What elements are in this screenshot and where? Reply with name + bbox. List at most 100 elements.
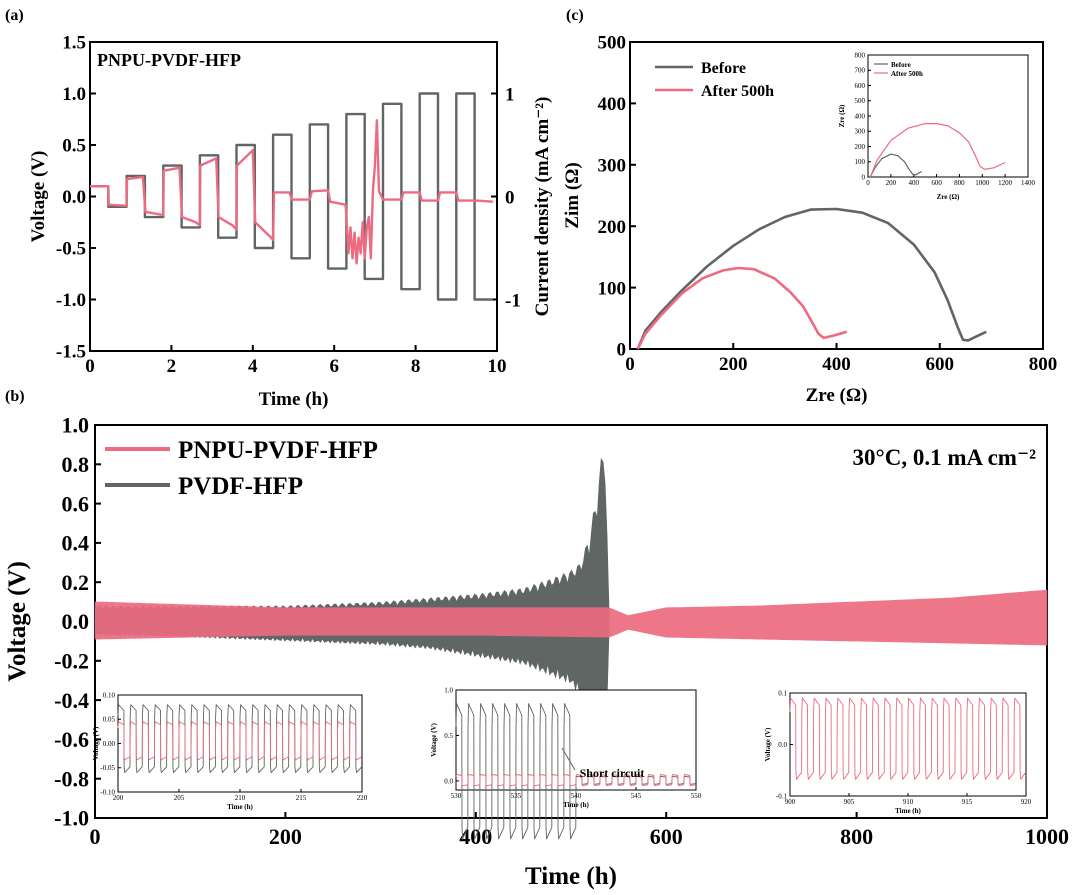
panel-b-xtick-label: 1000 <box>1025 824 1069 849</box>
panel-b-inset-0-ytick-label: 0.10 <box>103 691 116 699</box>
panel-a-title: PNPU-PVDF-HFP <box>97 50 241 70</box>
panel-b-inset-2-ytick-label: 0.0 <box>778 741 787 749</box>
panel-b-inset-1-xtick-label: 550 <box>691 792 702 800</box>
panel-b-inset-0-xtick-label: 215 <box>296 794 307 802</box>
panel-a-ytick-label: -1.0 <box>56 290 86 311</box>
panel-c-inset-series-pink <box>869 122 1006 178</box>
panel-b-inset-xlabel: Time (h) <box>895 807 921 815</box>
panel-a-xtick-label: 4 <box>248 356 258 377</box>
panel-b-inset-0-ytick-label: 0.00 <box>103 740 116 748</box>
panel-c-inset-legend-label: Before <box>891 61 911 69</box>
panel-b-ytick-label: 1.0 <box>62 413 90 438</box>
panel-c-inset-ytick-label: 200 <box>855 143 866 151</box>
panel-b-inset-0-xtick-label: 200 <box>113 794 124 802</box>
panel-a-y2label: Current density (mA cm⁻²) <box>532 97 553 317</box>
panel-b-inset-ylabel: Voltage (V) <box>764 727 772 761</box>
panel-b-inset-0-ytick-label: -0.10 <box>100 788 115 796</box>
panel-b-inset-arrow <box>561 747 576 771</box>
panel-c-inset-series-gray <box>869 153 922 178</box>
panel-b-inset-1-xtick-label: 530 <box>451 792 462 800</box>
panel-b-inset-annotation: Short circuit <box>580 766 645 780</box>
panel-c-inset-xtick-label: 200 <box>886 179 897 187</box>
panel-a-xtick-label: 2 <box>167 356 177 377</box>
panel-b-inset-1-ytick-label: 0.0 <box>444 777 453 785</box>
panel-c-ytick-label: 0 <box>617 340 627 361</box>
panel-c-inset-ytick-label: 100 <box>855 158 866 166</box>
panel-b-inset-2-xtick-label: 905 <box>844 798 855 806</box>
panel-a-frame <box>89 41 498 352</box>
panel-b-ytick-label: -1.0 <box>54 806 89 831</box>
panel-c-legend-label: Before <box>701 60 746 77</box>
panel-b-inset-xlabel: Time (h) <box>227 803 253 811</box>
panel-b-inset-0-ytick-label: -0.05 <box>100 764 115 772</box>
panel-c-xlabel: Zre (Ω) <box>806 385 868 406</box>
panel-b-inset-1-xtick-label: 545 <box>631 792 642 800</box>
panel-a-ytick-label: -1.5 <box>56 342 86 363</box>
panel-b-inset-pink <box>789 697 1027 780</box>
panel-b-inset-0-xtick-label: 220 <box>357 794 368 802</box>
panel-a-ytick-label: 1.5 <box>62 33 86 54</box>
panel-b-inset-1-ytick-label: 0.5 <box>444 732 453 740</box>
panel-b-inset-pink <box>455 774 696 787</box>
panel-a-ytick-label: -0.5 <box>56 239 86 260</box>
panel-b-xlabel: Time (h) <box>525 863 617 890</box>
panel-b-inset-ylabel: Voltage (V) <box>430 722 438 756</box>
panel-a-ytick-label: 0.0 <box>62 187 86 208</box>
panel-c-inset-ytick-label: 300 <box>855 128 866 136</box>
panel-c-ylabel: Zim (Ω) <box>562 162 583 228</box>
panel-b-ytick-label: 0.2 <box>62 570 90 595</box>
panel-b-ylabel: Voltage (V) <box>4 561 31 682</box>
panel-b-inset-ylabel: Voltage (V) <box>92 726 100 760</box>
panel-c-label: (c) <box>566 7 584 24</box>
panel-c-ytick-label: 200 <box>598 217 627 238</box>
panel-b-inset-0-xtick-label: 210 <box>235 794 246 802</box>
panel-c-inset-bg <box>868 55 1028 177</box>
panel-b-ytick-label: 0.0 <box>62 609 90 634</box>
panel-c-inset-xlabel: Zre (Ω) <box>937 193 960 201</box>
panel-b-inset-0-xtick-label: 205 <box>174 794 185 802</box>
panel-c-inset-ytick-label: 800 <box>855 51 866 59</box>
panel-b-ytick-label: -0.6 <box>54 727 89 752</box>
panel-b-xtick-label: 600 <box>650 824 683 849</box>
panel-a-y2tick-label: -1 <box>505 291 521 312</box>
panel-b-ytick-label: -0.8 <box>54 766 89 791</box>
panel-b-inset-2-xtick-label: 900 <box>785 798 796 806</box>
panel-b-xtick-label: 0 <box>90 824 101 849</box>
panel-c-inset-ytick-label: 0 <box>862 173 866 181</box>
panel-c-ytick-label: 300 <box>598 155 627 176</box>
panel-c-inset-xtick-label: 1200 <box>998 179 1013 187</box>
panel-b-xtick-label: 200 <box>269 824 302 849</box>
panel-b-ytick-label: 0.4 <box>62 531 90 556</box>
panel-a-ytick-label: 1.0 <box>62 84 86 105</box>
panel-b-inset-2-xtick-label: 910 <box>903 798 914 806</box>
panel-b-band-pink <box>94 589 1048 646</box>
panel-c-xtick-label: 200 <box>719 354 748 375</box>
panel-b-label: (b) <box>5 388 25 405</box>
panel-c-inset-ytick-label: 400 <box>855 112 866 120</box>
panel-c-inset-ytick-label: 600 <box>855 82 866 90</box>
panel-b-inset-pink <box>117 721 363 761</box>
panel-a-y2tick-label: 0 <box>505 188 515 209</box>
panel-a-series-pink <box>90 119 493 265</box>
panel-c-series-pink <box>636 266 848 350</box>
panel-b-ytick-label: -0.4 <box>54 688 89 713</box>
panel-c-inset-xtick-label: 600 <box>931 179 942 187</box>
panel-a-xlabel: Time (h) <box>259 389 329 410</box>
panel-c-inset-ytick-label: 500 <box>855 97 866 105</box>
panel-c-xtick-label: 0 <box>625 354 635 375</box>
panel-a-ylabel: Voltage (V) <box>28 151 49 243</box>
panel-b-inset-0-ytick-label: 0.05 <box>103 716 116 724</box>
panel-c-inset-ylabel: Zre (Ω) <box>838 104 846 127</box>
panel-b-ytick-label: 0.6 <box>62 491 90 516</box>
panel-b-inset-bg <box>456 690 696 790</box>
panel-b-inset-2-ytick-label: -0.1 <box>776 792 788 800</box>
panel-b-ytick-label: 0.8 <box>62 452 90 477</box>
panel-b-annotation: 30°C, 0.1 mA cm⁻² <box>853 445 1037 470</box>
panel-c-ytick-label: 400 <box>598 94 627 115</box>
panel-a-label: (a) <box>5 7 24 24</box>
panel-c-inset-xtick-label: 400 <box>908 179 919 187</box>
panel-a-ytick-label: 0.5 <box>62 136 86 157</box>
panel-c-xtick-label: 800 <box>1029 354 1058 375</box>
panel-c-ytick-label: 100 <box>598 278 627 299</box>
